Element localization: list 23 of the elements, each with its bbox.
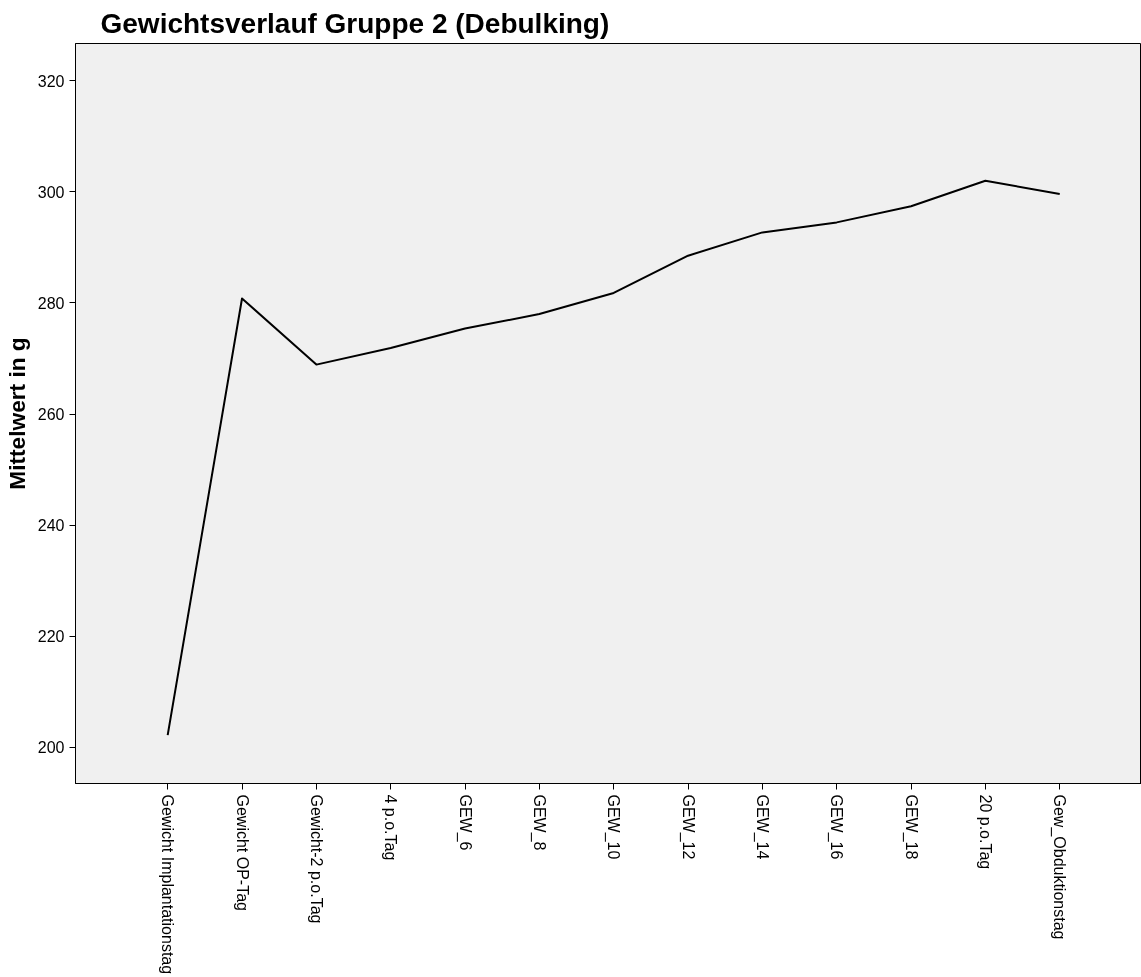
y-tick-label: 220 xyxy=(37,628,65,646)
x-tick-label: Gewicht Implantationstag xyxy=(159,794,177,975)
x-tick-label: GEW_12 xyxy=(678,794,697,860)
x-tick-label: GEW_8 xyxy=(529,794,548,851)
line-series xyxy=(166,179,1061,737)
y-tick-label: 200 xyxy=(37,739,65,757)
x-tick-label: GEW_18 xyxy=(901,794,920,860)
x-tick-label: GEW_16 xyxy=(827,794,846,860)
x-tick-label: 4 p.o.Tag xyxy=(382,794,400,861)
x-tick-label: Gewicht OP-Tag xyxy=(233,794,251,911)
x-tick-label: 20 p.o.Tag xyxy=(976,794,994,870)
y-axis-title: Mittelwert in g xyxy=(3,337,30,490)
x-tick-label: GEW_6 xyxy=(455,794,474,851)
x-tick-label: Gew_Obduktionstag xyxy=(1050,794,1069,940)
x-tick-label: Gewicht-2 p.o.Tag xyxy=(307,794,325,924)
y-tick-label: 300 xyxy=(37,183,65,201)
y-tick-label: 260 xyxy=(37,406,65,424)
y-tick-label: 280 xyxy=(37,294,65,312)
x-tick-label: GEW_14 xyxy=(752,794,771,860)
y-tick-label: 320 xyxy=(37,72,65,90)
x-tick-label: GEW_10 xyxy=(604,794,623,860)
y-tick-label: 240 xyxy=(37,517,65,535)
chart-title: Gewichtsverlauf Gruppe 2 (Debulking) xyxy=(100,7,610,39)
